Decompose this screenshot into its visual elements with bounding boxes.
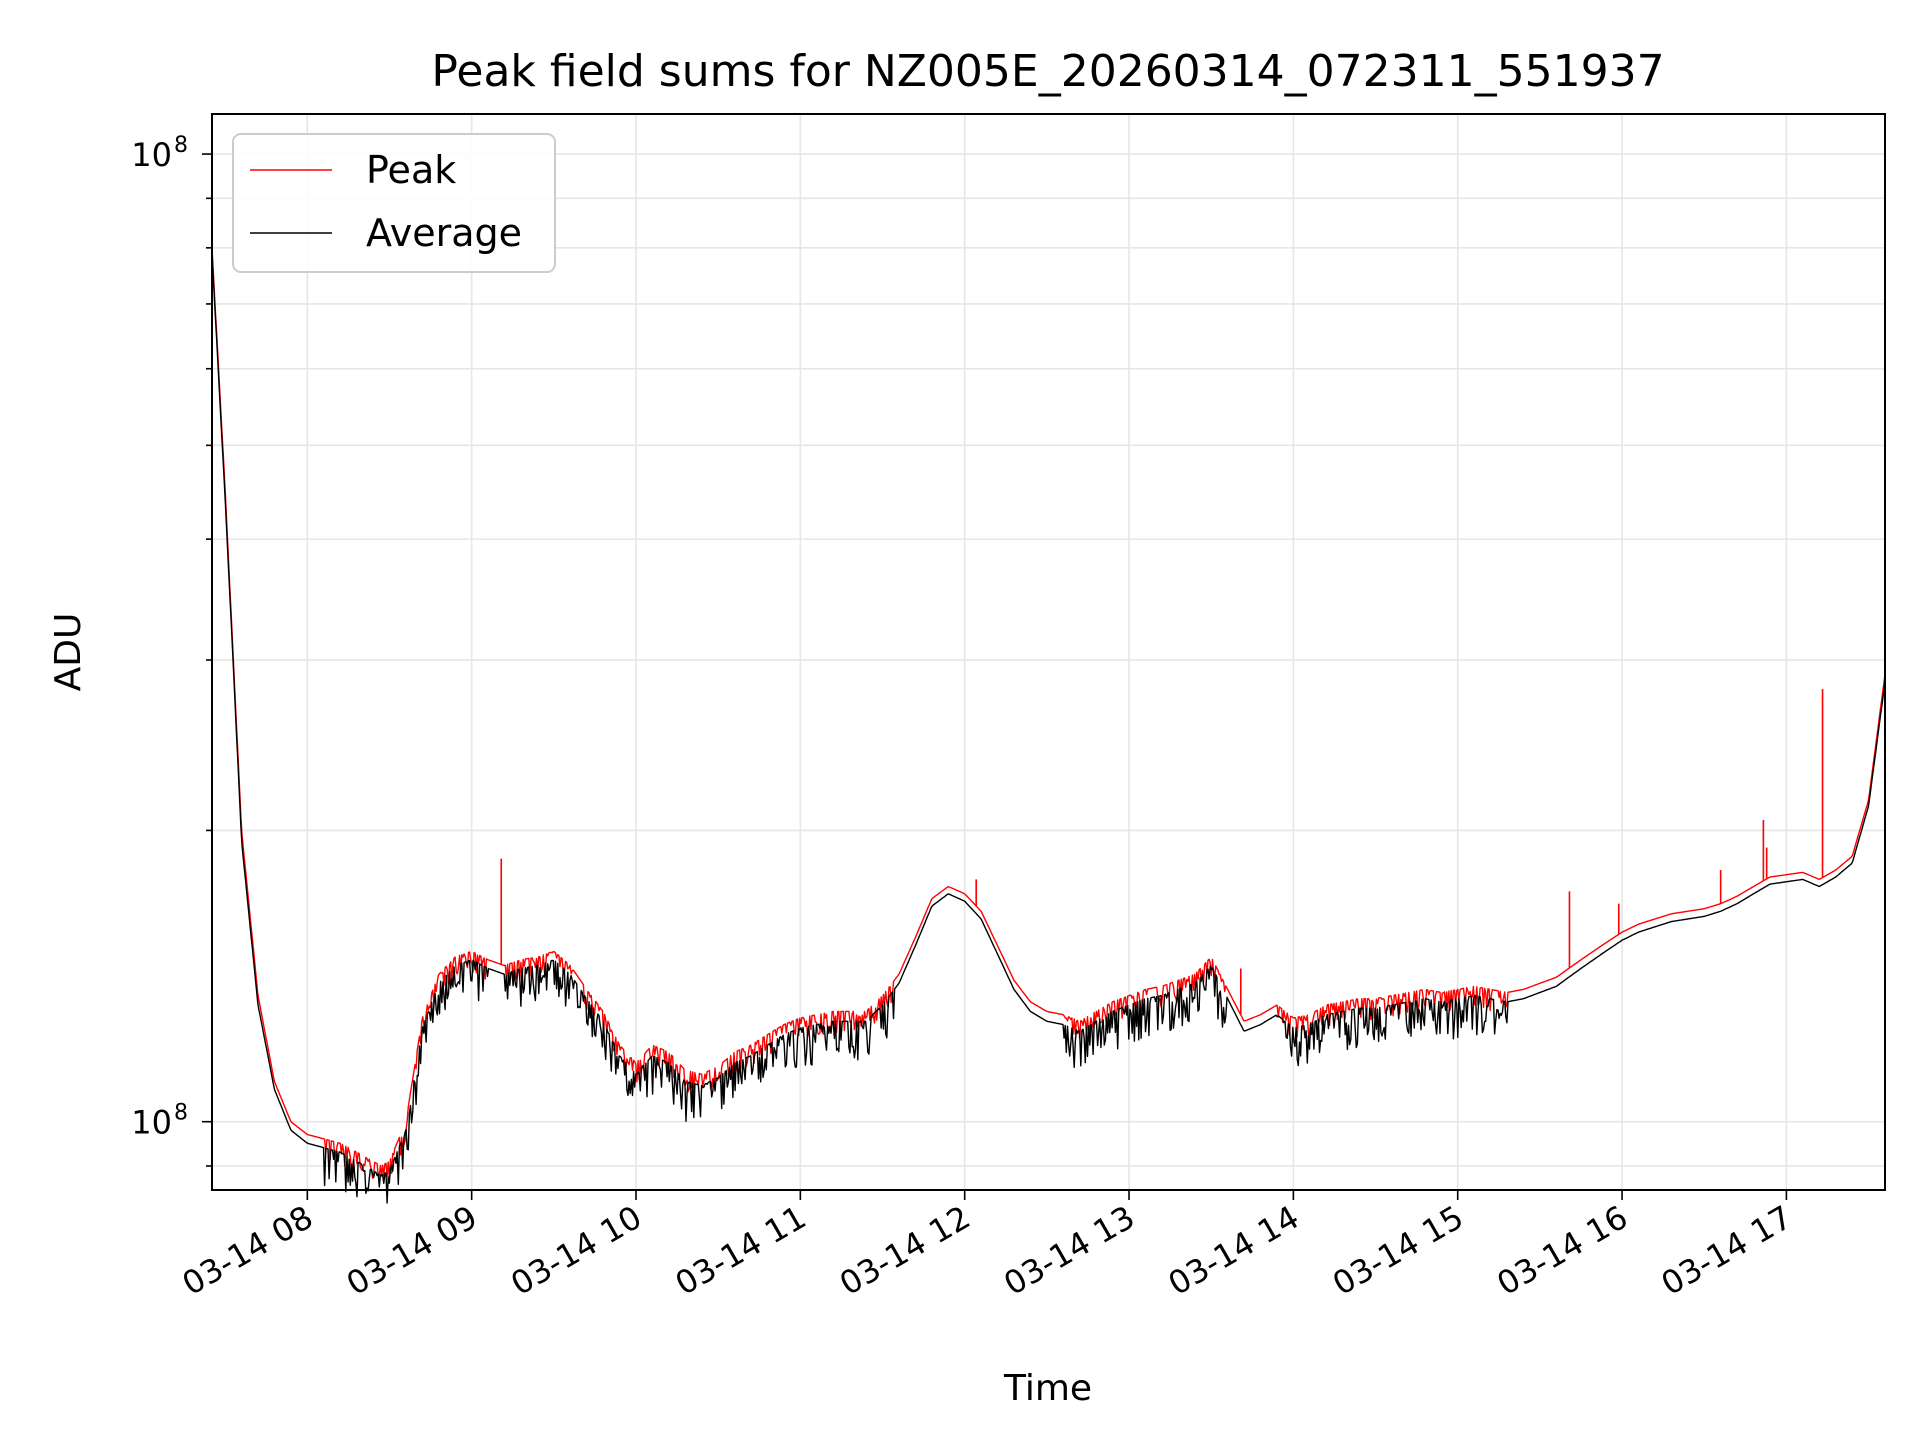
y-axis-label: ADU [48,613,89,692]
y-tick-label-exponent: 8 [174,133,188,158]
series-line-peak [211,247,1886,1180]
x-axis-label: Time [1003,1368,1092,1409]
legend: Peak Average [232,133,556,273]
grid-lines [212,114,1885,1190]
y-tick-label-exponent: 8 [174,1101,188,1126]
y-tick-label: 10 [131,136,172,174]
series-layer [211,247,1886,1204]
series-line-average [211,253,1886,1204]
legend-label-peak: Peak [366,148,456,192]
y-tick-label: 10 [131,1104,172,1142]
y-axis-ticks: 10 810 8 [131,133,212,1167]
legend-label-average: Average [366,211,522,255]
plot-frame [211,113,1886,1191]
legend-box [232,133,556,273]
chart-title: Peak field sums for NZ005E_20260314_0723… [431,46,1664,97]
